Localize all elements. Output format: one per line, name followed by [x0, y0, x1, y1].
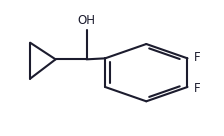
Text: F: F	[194, 50, 201, 64]
Text: OH: OH	[78, 14, 96, 27]
Text: F: F	[194, 82, 201, 95]
